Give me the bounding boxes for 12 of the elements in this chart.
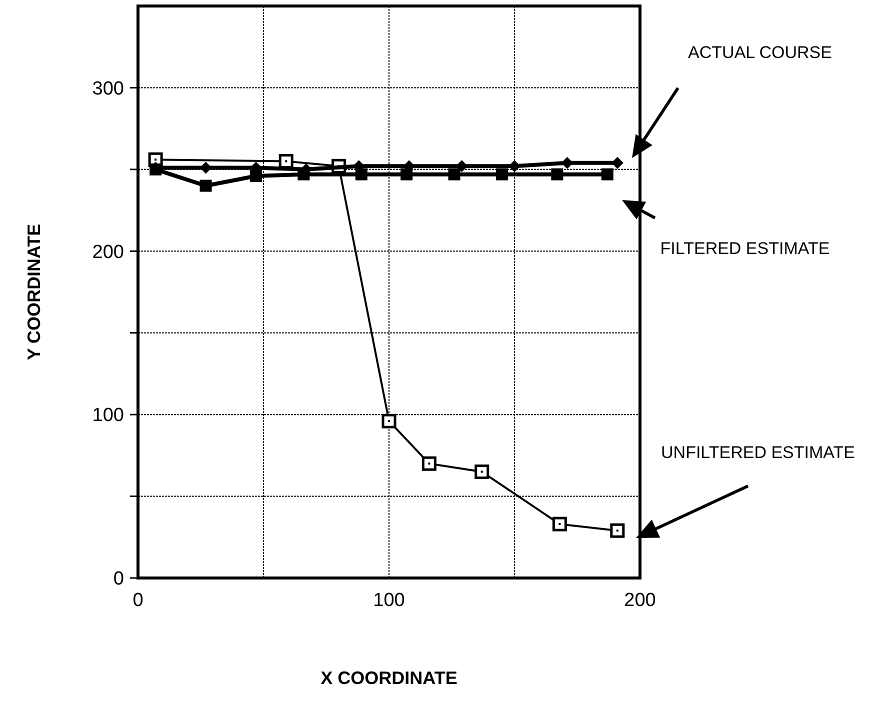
text: ACTUAL COURSE — [688, 43, 832, 62]
x-tick-label: 100 — [373, 590, 405, 611]
x-tick-label: 200 — [624, 590, 656, 611]
y-tick-label: 0 — [113, 568, 124, 590]
y-tick-label: 200 — [92, 242, 124, 263]
x-axis-title: X COORDINATE — [320, 668, 458, 688]
x-tick-label: 0 — [132, 590, 144, 611]
y-tick-label: 300 — [92, 78, 124, 100]
y-tick-label: 100 — [92, 405, 124, 426]
text: FILTERED ESTIMATE — [660, 239, 830, 258]
y-axis-title: Y COORDINATE — [24, 224, 44, 360]
text: UNFILTERED ESTIMATE — [661, 443, 855, 462]
